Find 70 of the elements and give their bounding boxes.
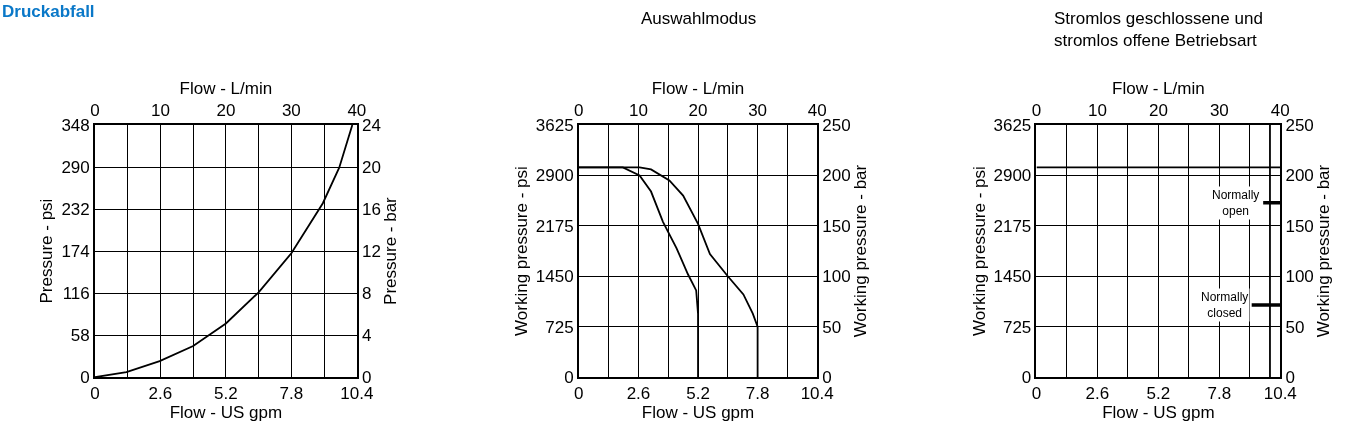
y2-tick-label: 200 [1285, 166, 1314, 186]
y-tick-label: 3625 [993, 115, 1032, 135]
chart-title: Stromlos geschlossene und stromlos offene Betriebsart [1054, 9, 1263, 51]
y2-tick-label: 8 [361, 284, 372, 304]
y-axis-title: Working pressure - psi [969, 166, 989, 336]
y-tick-label: 290 [61, 157, 90, 177]
y2-axis-title: Working pressure - bar [850, 164, 870, 338]
x2-tick-label: 30 [1209, 101, 1229, 121]
y-tick-label: 1450 [993, 267, 1032, 287]
y2-tick-label: 50 [822, 317, 842, 337]
y2-axis-title: Pressure - bar [380, 196, 400, 305]
x-tick-label: 7.8 [279, 384, 304, 404]
y-tick-label: 174 [61, 242, 90, 261]
x-tick-label: 5.2 [686, 384, 710, 404]
x2-tick-label: 10 [1087, 101, 1107, 121]
y-tick-label: 116 [62, 284, 90, 304]
chart-title: Druckabfall [2, 2, 95, 21]
x-axis-title: Flow - US gpm [169, 403, 283, 423]
x2-axis-title: Flow - L/min [1112, 79, 1205, 99]
y2-tick-label: 50 [1285, 317, 1305, 337]
y-tick-label: 2175 [535, 216, 574, 236]
x2-tick-label: 30 [281, 101, 301, 121]
y-tick-label: 725 [1002, 317, 1032, 337]
y-tick-label: 348 [61, 115, 90, 135]
x-tick-label: 2.6 [1085, 384, 1110, 404]
y2-tick-label: 150 [1285, 216, 1314, 236]
x-tick-label: 5.2 [214, 384, 238, 404]
x-axis-title: Flow - US gpm [1102, 403, 1215, 423]
x-tick-label: 7.8 [745, 384, 770, 404]
y2-tick-label: 200 [822, 166, 851, 186]
y-axis-title: Working pressure - psi [511, 166, 531, 336]
x-tick-label: 5.2 [1146, 384, 1171, 404]
x-tick-label: 2.6 [626, 384, 651, 404]
y2-tick-label: 4 [361, 326, 372, 346]
x-axis-title: Flow - US gpm [641, 403, 755, 423]
y-tick-label: 1450 [535, 267, 574, 287]
y-tick-label: 725 [545, 317, 574, 337]
x2-tick-label: 10 [628, 101, 648, 121]
x2-tick-label: 20 [688, 101, 708, 121]
y-tick-label: 3625 [535, 115, 574, 135]
y-tick-label: 0 [564, 368, 574, 388]
y2-axis-title: Working pressure - bar [1313, 164, 1333, 338]
x2-tick-label: 10 [150, 101, 170, 121]
y2-tick-label: 250 [822, 115, 851, 135]
y2-tick-label: 100 [1285, 267, 1314, 287]
x2-axis-title: Flow - L/min [179, 79, 273, 99]
series-label: Normally open [1212, 188, 1260, 218]
y-axis-title: Pressure - psi [37, 198, 57, 304]
series-label: Normally closed [1201, 290, 1249, 320]
y-tick-label: 0 [1021, 368, 1032, 388]
y-tick-label: 58 [70, 326, 90, 346]
x-tick-label: 2.6 [148, 384, 173, 404]
y-tick-label: 2900 [535, 166, 574, 186]
y2-tick-label: 20 [361, 157, 381, 177]
y-tick-label: 0 [80, 368, 90, 388]
y2-tick-label: 16 [361, 199, 381, 219]
x2-tick-label: 30 [748, 101, 768, 121]
y2-tick-label: 12 [361, 242, 381, 261]
y-tick-label: 232 [61, 199, 90, 219]
chart-title: Auswahlmodus [641, 9, 757, 28]
y-tick-label: 2175 [993, 216, 1032, 236]
x2-tick-label: 20 [216, 101, 236, 121]
x-tick-label: 7.8 [1207, 384, 1232, 404]
y2-tick-label: 250 [1285, 115, 1314, 135]
x2-axis-title: Flow - L/min [651, 79, 745, 99]
y2-tick-label: 150 [822, 216, 851, 236]
y-tick-label: 2900 [993, 166, 1032, 186]
x2-tick-label: 20 [1148, 101, 1168, 121]
y2-tick-label: 24 [361, 115, 381, 135]
y2-tick-label: 100 [822, 267, 851, 287]
